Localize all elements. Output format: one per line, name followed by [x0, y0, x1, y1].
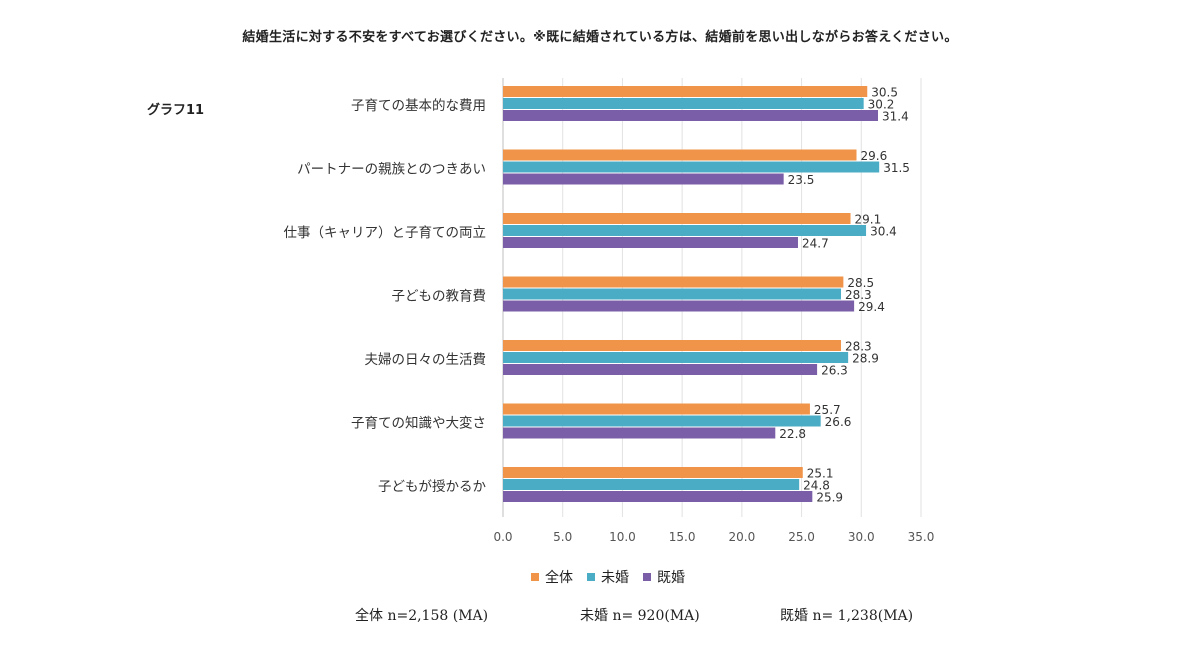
data-label: 30.4 — [870, 225, 897, 239]
sample-notes: 全体 n=2,158 (MA) 未婚 n= 920(MA) 既婚 n= 1,23… — [0, 605, 1200, 625]
category-label: 夫婦の日々の生活費 — [365, 351, 487, 368]
bar — [503, 300, 855, 312]
bar — [503, 98, 864, 109]
category-label: パートナーの親族とのつきあい — [297, 162, 486, 178]
category-label: 子育ての知識や大変さ — [351, 415, 486, 432]
bar — [503, 467, 803, 478]
data-label: 30.5 — [871, 86, 898, 100]
bar — [503, 149, 857, 161]
bar — [503, 276, 844, 288]
x-tick-label: 35.0 — [908, 530, 935, 544]
bar-chart: 0.0 5.0 10.0 15.0 20.0 25.0 30.0 35.0 子育ての基本的な費用… — [284, 78, 935, 544]
sample-note-all: 全体 n=2,158 (MA) — [355, 608, 489, 624]
bar — [503, 479, 800, 490]
bar — [503, 340, 841, 351]
data-label: 25.7 — [814, 403, 841, 417]
bar — [503, 86, 868, 97]
data-label: 22.8 — [779, 427, 806, 441]
bar — [503, 110, 879, 121]
data-label: 28.3 — [845, 288, 872, 302]
graph-label: グラフ11 — [147, 103, 205, 118]
x-tick-label: 10.0 — [609, 530, 636, 544]
category-label: 子どもが授かるか — [378, 479, 486, 495]
legend-label-unmarried: 未婚 — [601, 570, 629, 586]
data-label: 23.5 — [788, 173, 815, 187]
x-tick-label: 15.0 — [669, 530, 696, 544]
category-label: 子どもの教育費 — [392, 289, 487, 305]
data-label: 26.6 — [825, 415, 852, 429]
data-label: 28.3 — [845, 340, 872, 354]
legend-item-all: 全体 — [531, 567, 573, 587]
sample-note-married: 既婚 n= 1,238(MA) — [780, 608, 914, 624]
data-label: 30.2 — [868, 98, 895, 112]
bar — [503, 427, 776, 439]
chart-title: 結婚生活に対する不安をすべてお選びください。※既に結婚されている方は、結婚前を思… — [242, 30, 958, 45]
legend-swatch-all — [531, 573, 539, 581]
data-label: 26.3 — [821, 364, 848, 378]
data-label: 29.6 — [861, 149, 888, 163]
bar — [503, 288, 841, 300]
data-label: 28.5 — [847, 276, 874, 290]
legend-label-all: 全体 — [545, 570, 573, 586]
bar — [503, 491, 813, 502]
data-label: 25.1 — [807, 467, 834, 481]
x-tick-label: 5.0 — [553, 530, 572, 544]
category-label: 仕事（キャリア）と子育ての両立 — [284, 225, 487, 241]
data-label: 31.4 — [882, 110, 909, 124]
bar — [503, 225, 867, 236]
data-label: 24.7 — [802, 237, 829, 251]
legend: 全体 未婚 既婚 — [0, 567, 1200, 587]
category-label: 子育ての基本的な費用 — [351, 97, 486, 114]
data-label: 29.1 — [855, 213, 882, 227]
data-label: 25.9 — [816, 491, 843, 505]
legend-swatch-married — [643, 573, 651, 581]
legend-label-married: 既婚 — [657, 570, 685, 586]
data-label: 28.9 — [852, 352, 879, 366]
x-tick-label: 0.0 — [493, 530, 512, 544]
bar — [503, 237, 798, 248]
bar — [503, 403, 810, 415]
legend-item-unmarried: 未婚 — [587, 567, 629, 587]
bar — [503, 161, 880, 173]
legend-swatch-unmarried — [587, 573, 595, 581]
bar — [503, 415, 821, 427]
data-label: 29.4 — [858, 300, 885, 314]
x-tick-label: 30.0 — [848, 530, 875, 544]
bar — [503, 213, 851, 224]
legend-item-married: 既婚 — [643, 567, 685, 587]
bar — [503, 352, 849, 363]
bar — [503, 364, 818, 375]
x-tick-label: 25.0 — [788, 530, 815, 544]
sample-note-unmarried: 未婚 n= 920(MA) — [580, 608, 700, 624]
data-label: 31.5 — [883, 161, 910, 175]
x-tick-label: 20.0 — [728, 530, 755, 544]
data-label: 24.8 — [803, 479, 830, 493]
bar — [503, 173, 784, 185]
